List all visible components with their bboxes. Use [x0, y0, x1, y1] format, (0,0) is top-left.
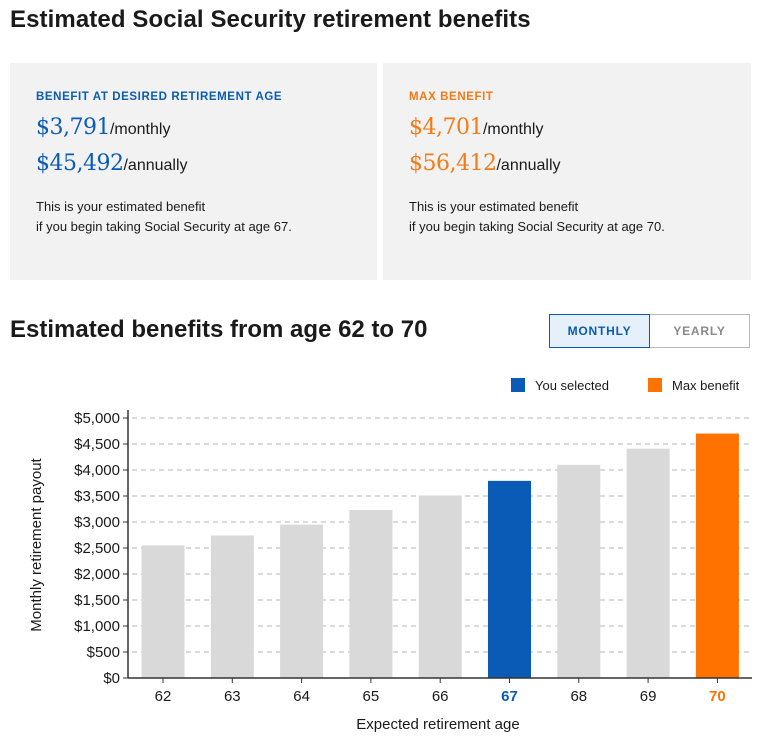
bar: [210, 535, 254, 678]
period-toggle: MONTHLY YEARLY: [549, 314, 750, 348]
desired-annual-unit: /annually: [123, 157, 188, 174]
max-annual-row: $56,412/annually: [409, 153, 751, 175]
desired-benefit-heading: BENEFIT AT DESIRED RETIREMENT AGE: [36, 91, 283, 103]
bar: [557, 464, 601, 678]
section-title: Estimated benefits from age 62 to 70: [10, 316, 428, 343]
legend-selected-swatch: [511, 378, 525, 392]
y-tick-label: $500: [87, 644, 120, 661]
desired-benefit-note: This is your estimated benefit if you be…: [36, 197, 377, 237]
page-title: Estimated Social Security retirement ben…: [10, 6, 531, 33]
x-tick-label: 63: [224, 688, 241, 705]
x-axis-title: Expected retirement age: [356, 716, 519, 733]
max-benefit-heading: MAX BENEFIT: [409, 91, 494, 103]
bar: [349, 510, 393, 678]
legend-max-swatch: [648, 378, 662, 392]
max-monthly-row: $4,701/monthly: [409, 117, 751, 139]
yearly-toggle-button[interactable]: YEARLY: [650, 315, 749, 347]
desired-annual-amount: $45,492: [36, 151, 124, 176]
desired-benefit-card: BENEFIT AT DESIRED RETIREMENT AGE $3,791…: [10, 63, 377, 280]
x-tick-label: 68: [570, 688, 587, 705]
max-annual-unit: /annually: [496, 157, 561, 174]
x-tick-label: 69: [640, 688, 657, 705]
bar: [488, 480, 531, 678]
max-monthly-unit: /monthly: [482, 121, 544, 138]
y-tick-label: $4,500: [74, 436, 120, 453]
x-tick-label: 66: [432, 688, 449, 705]
desired-monthly-row: $3,791/monthly: [36, 117, 377, 139]
legend-max-label: Max benefit: [672, 377, 740, 393]
bar: [141, 545, 185, 678]
bar: [695, 433, 739, 678]
x-tick-label: 65: [363, 688, 380, 705]
x-tick-label: 67: [501, 688, 518, 705]
max-monthly-amount: $4,701: [409, 115, 483, 140]
desired-note-line1: This is your estimated benefit: [36, 199, 206, 214]
benefits-bar-chart: $0 $500 $1,000 $1,500 $2,000 $2,500 $3,000 $3,5…: [28, 410, 752, 733]
y-tick-label: $1,000: [74, 618, 120, 635]
y-tick-label: $0: [103, 670, 120, 687]
max-benefit-card: MAX BENEFIT $4,701/monthly $56,412/annua…: [383, 63, 751, 280]
y-tick-label: $2,500: [74, 540, 120, 557]
legend-selected: You selected: [511, 377, 609, 393]
monthly-toggle-button[interactable]: MONTHLY: [549, 314, 650, 348]
x-tick-label: 62: [155, 688, 172, 705]
y-axis-title: Monthly retirement payout: [28, 457, 45, 631]
desired-annual-row: $45,492/annually: [36, 153, 377, 175]
max-note-line1: This is your estimated benefit: [409, 199, 579, 214]
max-note-line2: if you begin taking Social Security at a…: [409, 219, 665, 234]
bar: [280, 524, 324, 678]
bar: [626, 448, 670, 678]
bar: [418, 495, 462, 678]
max-annual-amount: $56,412: [409, 151, 497, 176]
legend-max: Max benefit: [648, 377, 739, 393]
y-tick-label: $3,500: [74, 488, 120, 505]
legend-selected-label: You selected: [535, 377, 609, 393]
y-tick-label: $4,000: [74, 462, 120, 479]
desired-monthly-unit: /monthly: [109, 121, 171, 138]
y-tick-label: $2,000: [74, 566, 120, 583]
desired-note-line2: if you begin taking Social Security at a…: [36, 219, 292, 234]
y-tick-label: $1,500: [74, 592, 120, 609]
desired-monthly-amount: $3,791: [36, 115, 110, 140]
max-benefit-note: This is your estimated benefit if you be…: [409, 197, 751, 237]
y-tick-label: $3,000: [74, 514, 120, 531]
x-tick-label: 64: [293, 688, 310, 705]
y-tick-label: $5,000: [74, 410, 120, 427]
x-tick-label: 70: [709, 688, 726, 705]
